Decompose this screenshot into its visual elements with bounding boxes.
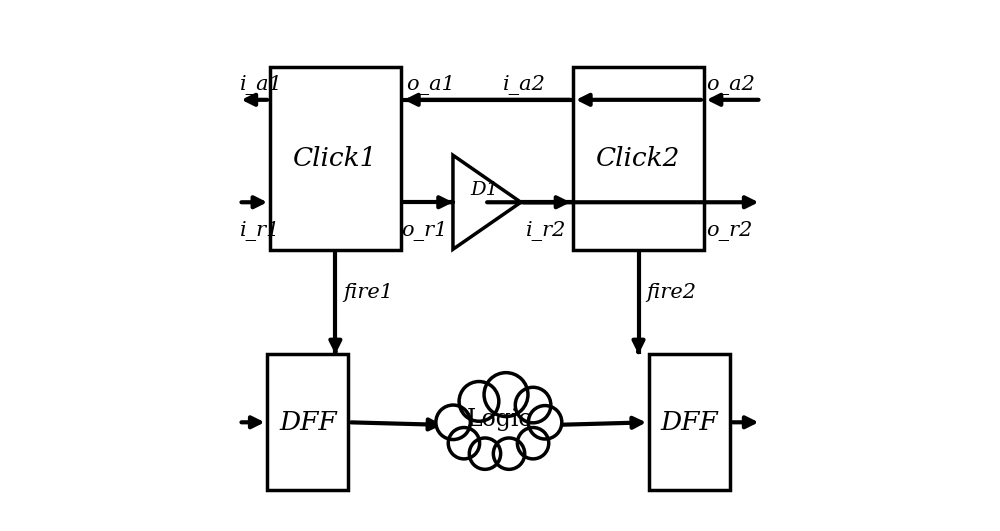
Bar <box>649 354 730 490</box>
Text: o_a1: o_a1 <box>406 74 455 95</box>
Text: Logic: Logic <box>467 408 533 431</box>
Text: i_r1: i_r1 <box>240 221 280 242</box>
Text: o_r1: o_r1 <box>401 221 448 242</box>
Text: fire2: fire2 <box>646 283 696 302</box>
Bar <box>267 354 348 490</box>
Circle shape <box>484 373 528 416</box>
Text: fire1: fire1 <box>343 283 393 302</box>
Circle shape <box>448 427 480 459</box>
Text: o_a2: o_a2 <box>706 74 755 95</box>
Circle shape <box>493 438 525 469</box>
Circle shape <box>467 399 509 441</box>
Circle shape <box>459 382 499 421</box>
Circle shape <box>474 399 526 451</box>
Circle shape <box>436 405 470 440</box>
Text: i_a2: i_a2 <box>503 74 545 95</box>
Text: o_r2: o_r2 <box>706 221 753 242</box>
Text: i_r2: i_r2 <box>526 221 567 242</box>
Circle shape <box>517 427 549 459</box>
Text: D1: D1 <box>470 181 498 199</box>
Circle shape <box>474 413 514 452</box>
Text: i_a1: i_a1 <box>240 74 283 95</box>
Bar <box>573 67 704 250</box>
Text: DFF: DFF <box>279 410 337 435</box>
Circle shape <box>528 406 562 439</box>
Bar <box>270 67 401 250</box>
Circle shape <box>491 404 533 446</box>
Circle shape <box>515 387 551 423</box>
Text: DFF: DFF <box>661 410 718 435</box>
Text: Click2: Click2 <box>596 146 681 171</box>
Circle shape <box>469 438 501 469</box>
Text: Click1: Click1 <box>293 146 378 171</box>
Polygon shape <box>453 155 521 249</box>
